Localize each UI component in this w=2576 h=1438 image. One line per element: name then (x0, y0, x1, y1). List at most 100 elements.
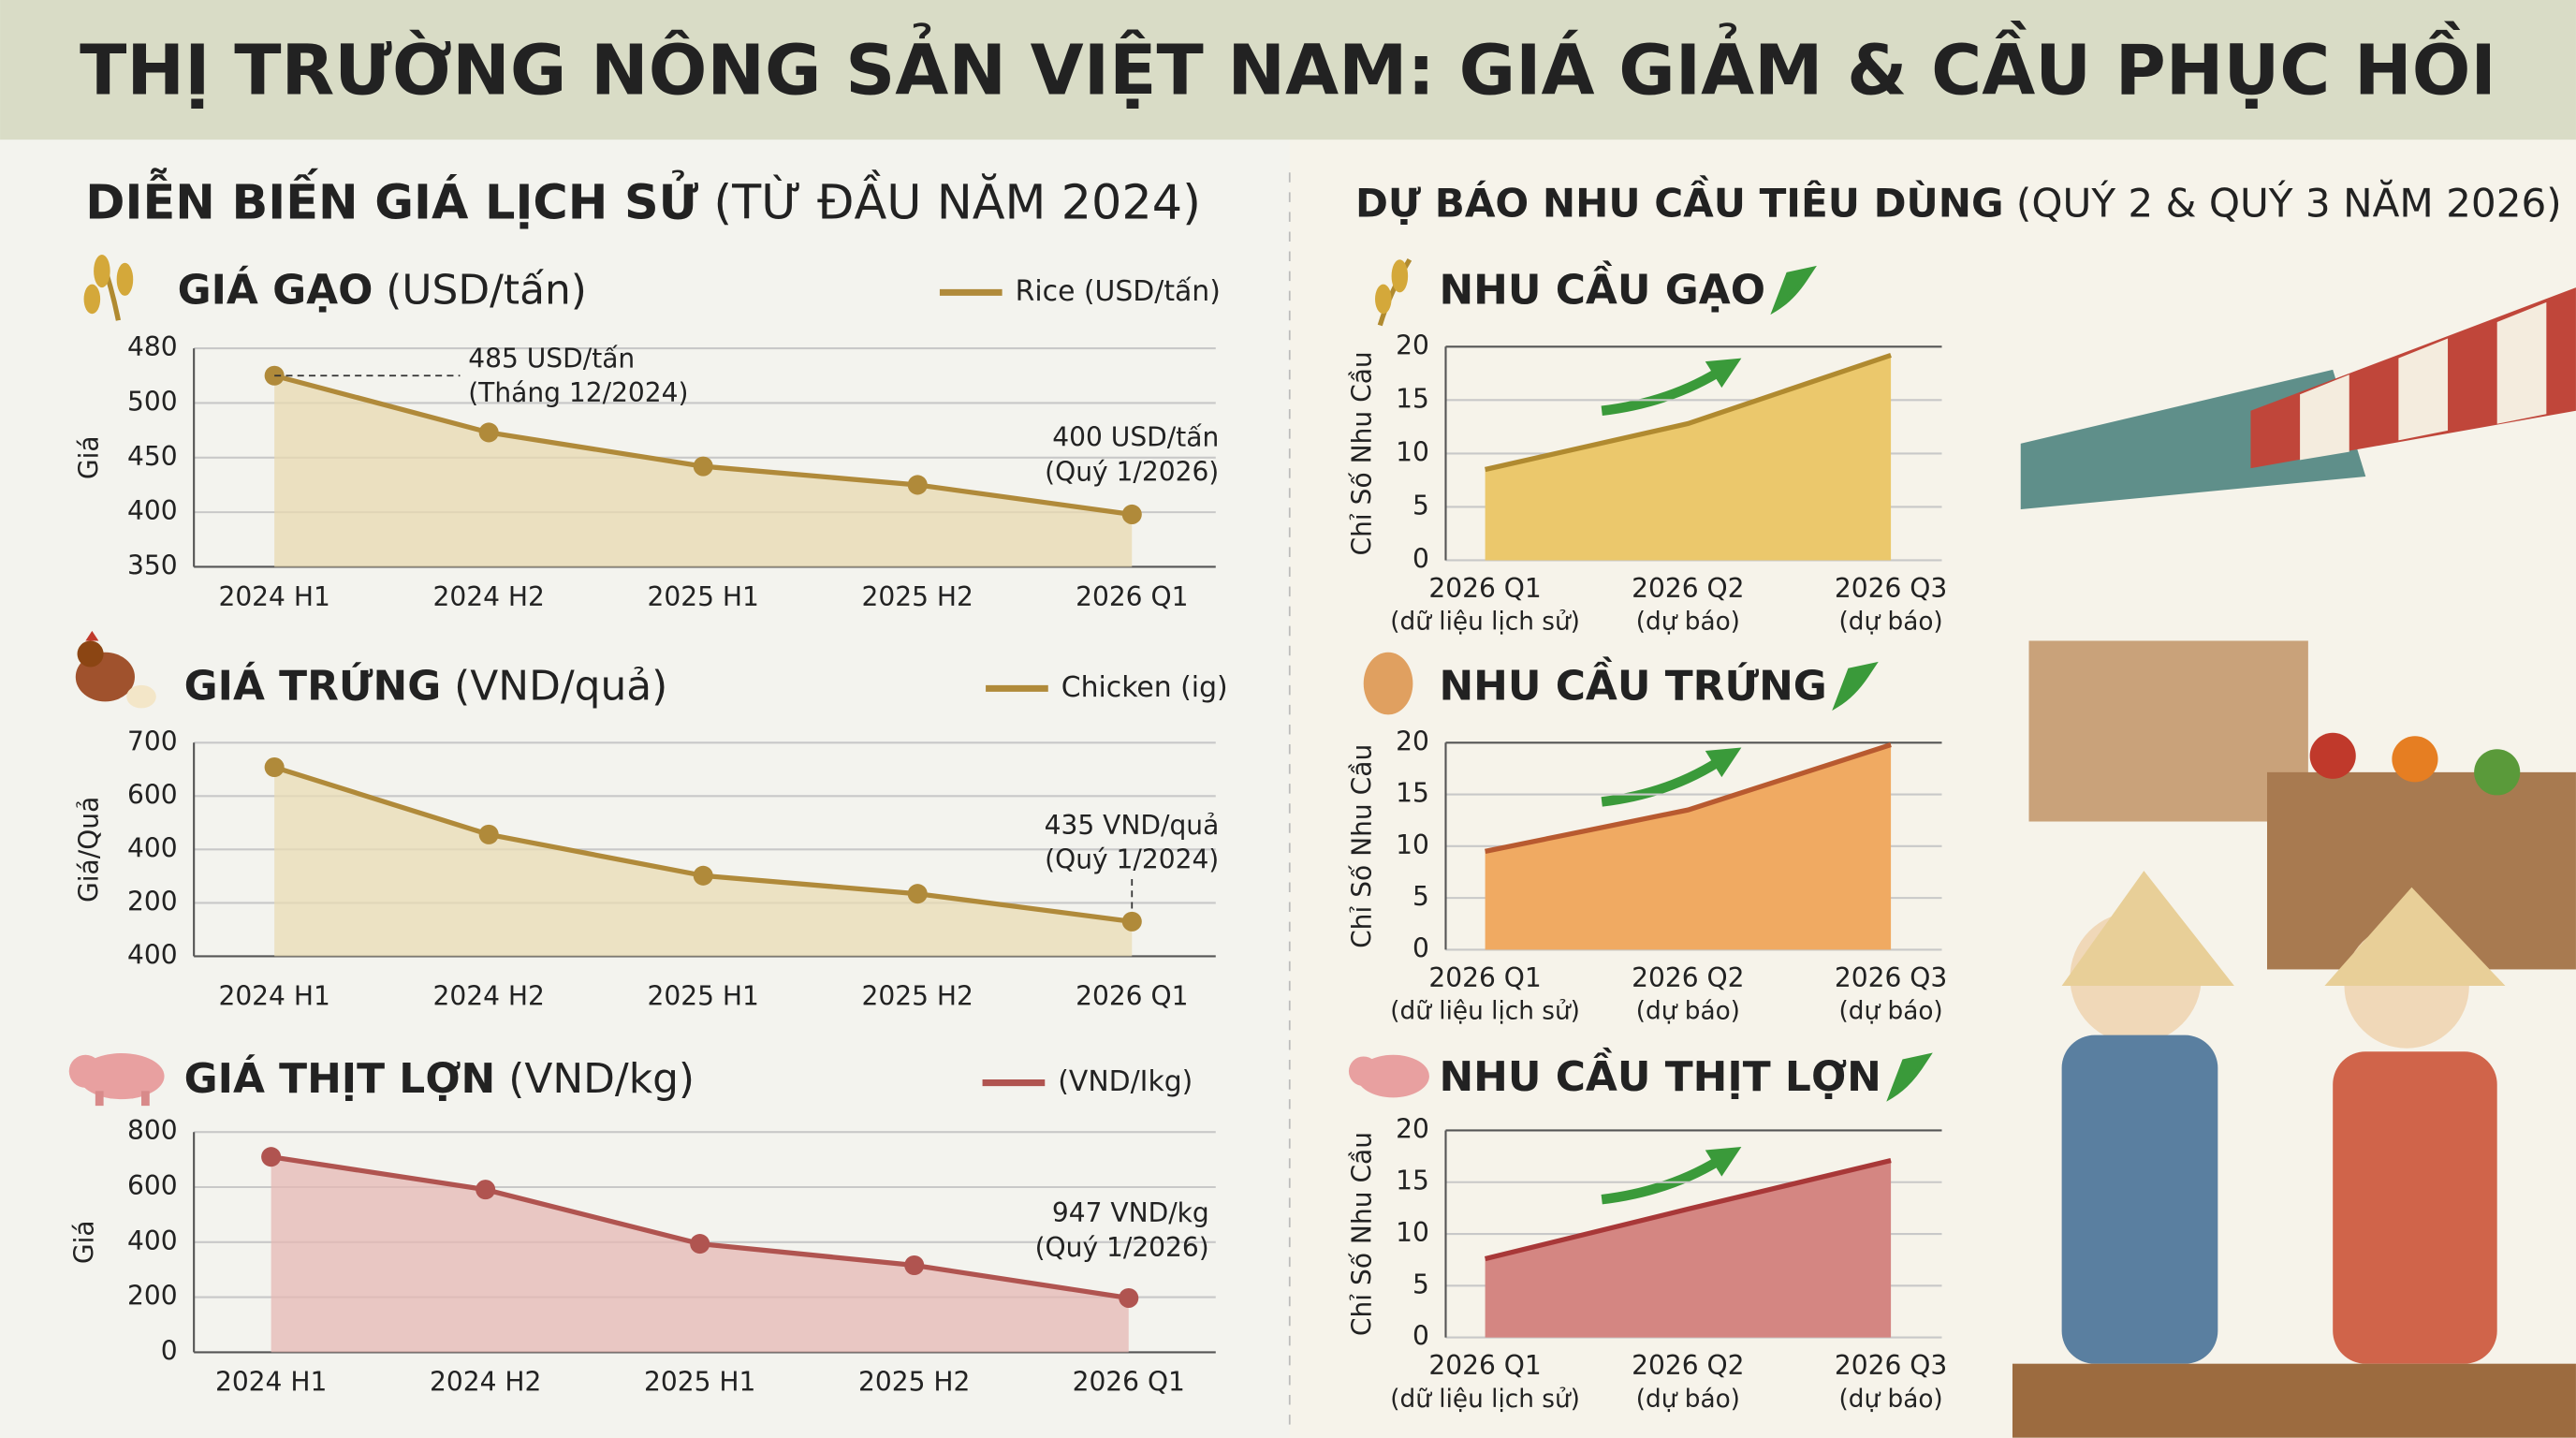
annotation: 947 VND/kg (1052, 1197, 1209, 1228)
chart-title-main: NHU CẦU GẠO (1439, 259, 1765, 314)
area-fill (1485, 744, 1892, 950)
area-fill (1485, 1160, 1892, 1338)
line (1485, 352, 1892, 473)
x-tick-label: 2026 Q1 (1073, 1367, 1185, 1398)
data-point (1121, 504, 1142, 524)
data-point (693, 456, 713, 477)
x-tick-label: 2026 Q1 (1428, 962, 1541, 993)
chicken-icon (75, 630, 156, 709)
y-tick-label: 10 (1396, 1217, 1429, 1248)
data-point (904, 1255, 925, 1276)
x-tick-label: 2026 Q3 (1835, 573, 1947, 604)
title-arrow (1832, 661, 1879, 712)
y-axis-label: Chỉ Số Nhu Cầu (1347, 351, 1378, 555)
line (1484, 1157, 1892, 1262)
x-tick-label: 2026 Q3 (1835, 1350, 1947, 1381)
market-illustration (2012, 287, 2576, 1438)
section-title: DỰ BÁO NHU CẦU TIÊU DÙNG (QUÝ 2 & QUÝ 3 … (1355, 174, 2562, 226)
y-tick-label: 5 (1412, 881, 1429, 912)
y-tick-label: 600 (127, 779, 178, 810)
trend-arrow-head (1705, 747, 1742, 778)
y-tick-label: 5 (1412, 1269, 1429, 1299)
x-tick-note: (dữ liệu lịch sử) (1390, 609, 1580, 637)
area-fill (271, 1156, 1129, 1353)
x-tick-note: (dữ liệu lịch sử) (1390, 998, 1580, 1026)
y-tick-label: 400 (127, 939, 178, 970)
y-tick-label: 500 (127, 386, 178, 417)
chart-title-main: GIÁ TRỨNG (184, 660, 442, 710)
chart-title-unit: (VND/kg) (508, 1055, 695, 1103)
x-tick-label: 2024 H2 (432, 980, 544, 1011)
y-tick-label: 400 (127, 495, 178, 526)
y-tick-label: 10 (1396, 436, 1429, 467)
x-tick-label: 2024 H1 (218, 581, 329, 612)
data-point (1121, 911, 1142, 932)
main-title: THỊ TRƯỜNG NÔNG SẢN VIỆT NAM: GIÁ GIẢM &… (80, 22, 2496, 111)
chart-title-unit: (VND/quả) (454, 662, 667, 710)
data-point (478, 422, 499, 443)
y-tick-label: 15 (1396, 778, 1429, 809)
line (1485, 741, 1892, 854)
y-tick-label: 20 (1396, 1113, 1429, 1144)
chart-title: GIÁ GẠO (USD/tấn) (178, 264, 587, 314)
y-tick-label: 200 (127, 886, 178, 917)
data-point (1119, 1287, 1139, 1309)
chart-title-main: GIÁ GẠO (178, 264, 373, 314)
y-tick-label: 0 (1412, 932, 1429, 963)
title-arrow (1886, 1052, 1933, 1102)
x-tick-label: 2026 Q1 (1428, 1350, 1541, 1381)
y-tick-label: 800 (127, 1115, 178, 1146)
x-tick-label: 2026 Q1 (1428, 573, 1541, 604)
y-tick-label: 15 (1396, 1166, 1429, 1196)
y-tick-label: 0 (1412, 543, 1429, 574)
x-tick-label: 2025 H2 (858, 1367, 970, 1398)
chart-title-unit: (USD/tấn) (386, 266, 587, 314)
y-axis-label: Chỉ Số Nhu Cầu (1347, 744, 1378, 948)
trend-arrow (1601, 753, 1728, 807)
annotation: 485 USD/tấn (468, 343, 635, 374)
data-point (907, 475, 928, 495)
x-tick-label: 2025 H1 (648, 581, 759, 612)
pig-icon (68, 1052, 165, 1107)
x-tick-note: (dự báo) (1636, 1386, 1740, 1414)
data-point (264, 756, 285, 778)
trend-arrow-head (1705, 1147, 1742, 1177)
data-point (690, 1234, 710, 1255)
y-tick-label: 450 (127, 441, 178, 472)
section-title-main: DỰ BÁO NHU CẦU TIÊU DÙNG (1355, 174, 2004, 226)
annotation: 400 USD/tấn (1052, 422, 1219, 453)
y-axis-label: Giá (74, 435, 105, 479)
x-tick-label: 2024 H2 (432, 581, 544, 612)
area-fill (274, 767, 1133, 957)
trend-arrow (1601, 363, 1728, 416)
y-tick-label: 700 (127, 726, 178, 756)
y-tick-label: 20 (1396, 330, 1429, 360)
y-tick-label: 0 (161, 1335, 178, 1366)
pig-icon (1348, 1054, 1429, 1098)
section-title: DIỄN BIẾN GIÁ LỊCH SỬ (TỪ ĐẦU NĂM 2024) (85, 167, 1201, 230)
data-point (693, 865, 713, 886)
x-tick-label: 2025 H1 (648, 980, 759, 1011)
y-axis-label: Giá/Quả (74, 797, 105, 902)
x-tick-label: 2024 H2 (430, 1367, 541, 1398)
data-point (907, 884, 928, 904)
data-point (261, 1147, 282, 1167)
left-panel (0, 139, 1290, 1438)
y-tick-label: 200 (127, 1281, 178, 1312)
section-title-sub: (QUÝ 2 & QUÝ 3 NĂM 2026) (2016, 178, 2562, 226)
annotation: (Quý 1/2024) (1045, 844, 1219, 875)
x-tick-label: 2026 Q3 (1835, 962, 1947, 993)
rice-icon (1375, 257, 1412, 327)
x-tick-note: (dự báo) (1636, 609, 1740, 637)
section-title-main: DIỄN BIẾN GIÁ LỊCH SỬ (85, 167, 698, 230)
y-tick-label: 480 (127, 331, 178, 362)
y-tick-label: 400 (127, 1225, 178, 1256)
chart-title-main: NHU CẦU TRỨNG (1439, 655, 1826, 710)
y-tick-label: 0 (1412, 1321, 1429, 1352)
x-tick-note: (dự báo) (1636, 998, 1740, 1026)
y-axis-label: Giá (68, 1220, 99, 1264)
chart-title: GIÁ TRỨNG (VND/quả) (184, 660, 668, 710)
y-tick-label: 15 (1396, 383, 1429, 414)
x-tick-label: 2026 Q2 (1632, 1350, 1744, 1381)
